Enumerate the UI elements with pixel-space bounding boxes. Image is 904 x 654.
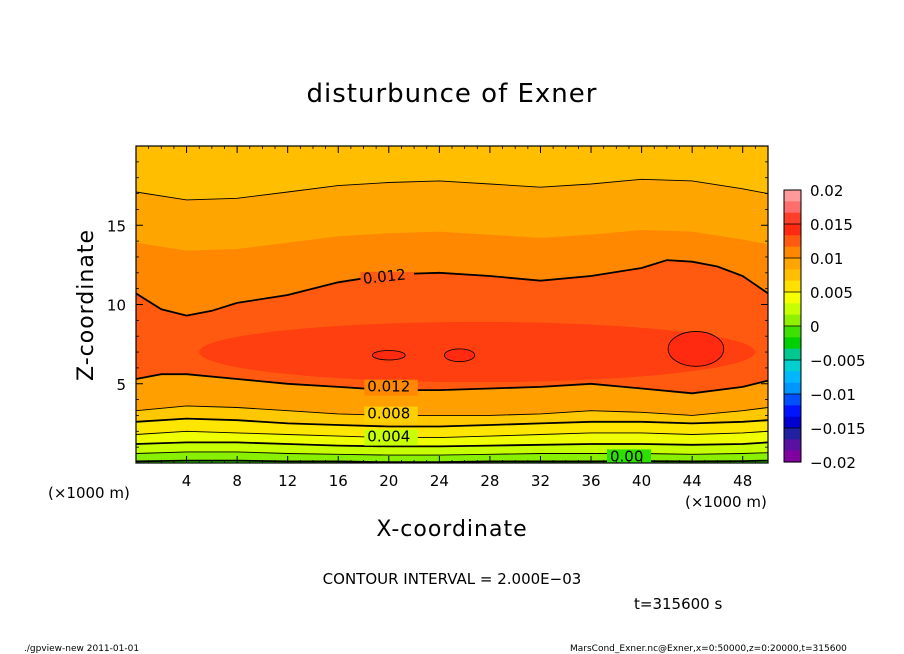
chart-title: disturbunce of Exner xyxy=(307,79,598,109)
x-tick-label-1: 8 xyxy=(232,472,242,490)
band-inner-core xyxy=(199,321,756,383)
colorbar-label-2: 0.01 xyxy=(810,250,843,268)
colorbar-swatch-10 xyxy=(784,303,801,316)
contour-line-5 xyxy=(136,430,768,439)
colorbar-label-0: 0.02 xyxy=(810,182,843,200)
colorbar-swatch-20 xyxy=(784,416,801,429)
colorbar-swatch-1 xyxy=(784,201,801,214)
colorbar-swatch-9 xyxy=(784,292,801,304)
y-axis-label: Z-coordinate xyxy=(74,229,99,381)
colorbar-swatch-12 xyxy=(784,326,801,338)
contour-label-0: 0.012 xyxy=(362,265,407,287)
contour-line-1 xyxy=(136,178,768,201)
colorbar-swatch-11 xyxy=(784,314,801,327)
y-tick-label-0: 5 xyxy=(116,376,126,394)
peak-region-0 xyxy=(371,350,406,361)
x-tick-label-10: 44 xyxy=(683,472,702,490)
plot-area: 0.012 0.012 0.008 0.004 0.00 xyxy=(136,146,768,465)
colorbar-swatch-16 xyxy=(784,371,801,384)
contour-label-bg-2 xyxy=(364,406,418,423)
contour-label-bg-1 xyxy=(364,379,418,396)
x-tick-label-11: 48 xyxy=(733,472,752,490)
contour-label-3: 0.004 xyxy=(367,428,410,446)
x-tick-label-3: 16 xyxy=(329,472,348,490)
x-tick-label-6: 28 xyxy=(480,472,499,490)
contour-label-1: 0.012 xyxy=(367,378,410,396)
x-unit-right: (×1000 m) xyxy=(685,493,767,511)
time-label: t=315600 s xyxy=(634,595,722,613)
colorbar-swatch-21 xyxy=(784,428,801,440)
contour-label-2: 0.008 xyxy=(367,405,410,423)
colorbar-swatch-15 xyxy=(784,360,801,372)
y-axis: 5 10 15 xyxy=(107,161,768,448)
x-tick-label-2: 12 xyxy=(278,472,297,490)
colorbar-swatch-5 xyxy=(784,246,801,259)
footer-right: MarsCond_Exner.nc@Exner,x=0:50000,z=0:20… xyxy=(570,644,847,654)
x-tick-label-8: 36 xyxy=(581,472,600,490)
colorbar-label-3: 0.005 xyxy=(810,284,853,302)
peak-region-2 xyxy=(667,331,725,367)
contour-interval-text: CONTOUR INTERVAL = 2.000E−03 xyxy=(323,570,582,588)
colorbar-swatch-3 xyxy=(784,224,801,236)
colorbar-label-4: 0 xyxy=(810,318,820,336)
y-tick-label-2: 15 xyxy=(107,217,126,235)
x-tick-label-0: 4 xyxy=(182,472,192,490)
colorbar-swatch-17 xyxy=(784,382,801,395)
x-tick-label-5: 24 xyxy=(430,472,449,490)
contour-line-4 xyxy=(136,417,768,428)
colorbar-swatch-19 xyxy=(784,405,801,418)
colorbar-swatch-22 xyxy=(784,439,801,452)
colorbar-swatch-7 xyxy=(784,269,801,282)
colorbar-swatch-8 xyxy=(784,280,801,293)
colorbar-label-1: 0.015 xyxy=(810,216,853,234)
y-tick-label-1: 10 xyxy=(107,297,126,315)
contour-line-0 xyxy=(136,259,768,317)
x-tick-label-7: 32 xyxy=(531,472,550,490)
peak-region-1 xyxy=(444,348,476,362)
x-axis: 4 8 12 16 20 24 28 32 36 40 44 48 xyxy=(148,146,756,490)
colorbar-swatch-14 xyxy=(784,348,801,361)
colorbar-swatch-4 xyxy=(784,235,801,248)
contour-line-2 xyxy=(136,373,768,395)
colorbar-swatch-13 xyxy=(784,337,801,350)
contour-line-3 xyxy=(136,405,768,416)
x-tick-label-4: 20 xyxy=(379,472,398,490)
contour-label-bg-4 xyxy=(607,449,651,463)
x-axis-label: X-coordinate xyxy=(376,517,527,542)
contour-line-6 xyxy=(136,441,768,448)
x-tick-label-9: 40 xyxy=(632,472,651,490)
colorbar-swatch-6 xyxy=(784,258,801,270)
colorbar-swatch-0 xyxy=(784,190,801,202)
colorbar-swatch-2 xyxy=(784,212,801,225)
colorbar-swatch-18 xyxy=(784,394,801,406)
colorbar-label-8: −0.02 xyxy=(810,454,856,472)
colorbar-swatch-23 xyxy=(784,450,801,463)
x-unit-left: (×1000 m) xyxy=(48,484,130,502)
colorbar-label-5: −0.005 xyxy=(810,352,866,370)
contour-label-bg-3 xyxy=(364,429,418,446)
footer-left: ./gpview-new 2011-01-01 xyxy=(24,644,139,654)
contour-label-bg-0 xyxy=(360,271,415,288)
contour-line-7 xyxy=(136,451,768,456)
contour-label-4: 0.00 xyxy=(610,447,643,465)
colorbar: 0.02 0.015 0.01 0.005 0 −0.005 −0.01 −0.015 −0.0… xyxy=(783,182,866,472)
colorbar-label-6: −0.01 xyxy=(810,386,856,404)
colorbar-label-7: −0.015 xyxy=(810,420,866,438)
